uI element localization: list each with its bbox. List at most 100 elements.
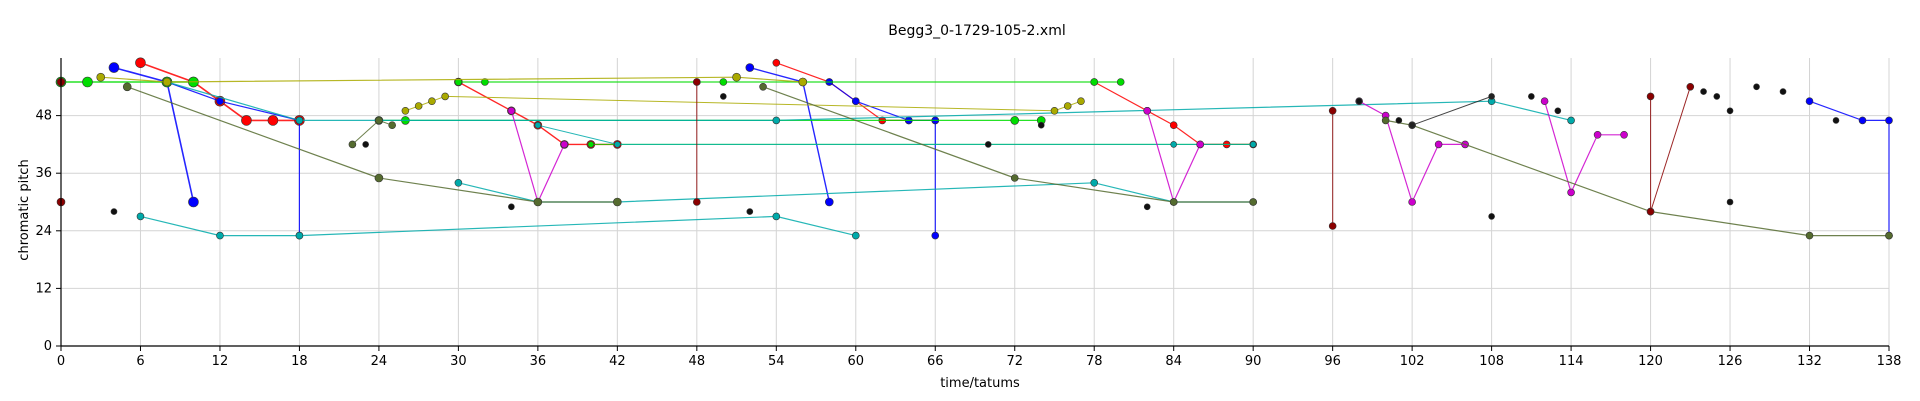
data-point — [851, 231, 860, 240]
data-point — [110, 208, 118, 215]
data-point — [1567, 116, 1575, 125]
series-line — [126, 86, 618, 203]
data-point — [1805, 231, 1814, 240]
data-point — [1196, 140, 1204, 149]
series-group — [454, 78, 1125, 86]
data-point — [401, 107, 410, 115]
x-tick-label: 42 — [609, 354, 626, 369]
x-tick-label: 36 — [530, 354, 547, 369]
x-tick-label: 54 — [768, 354, 785, 369]
data-point — [1408, 198, 1416, 206]
data-point — [1620, 131, 1628, 139]
data-point — [772, 116, 781, 125]
series-line — [1385, 119, 1889, 237]
series-group — [1408, 93, 1495, 129]
data-point — [454, 179, 463, 187]
data-point — [1646, 92, 1655, 101]
data-point — [984, 141, 992, 148]
data-point — [1885, 231, 1893, 240]
data-point — [587, 141, 595, 148]
data-point — [745, 63, 755, 72]
data-point — [759, 83, 767, 91]
x-tick-label: 108 — [1479, 354, 1504, 369]
series-line — [352, 119, 393, 145]
series-group — [136, 212, 860, 240]
x-tick-label: 96 — [1324, 354, 1341, 369]
data-point — [746, 208, 754, 215]
data-point — [1540, 97, 1549, 105]
series-line — [1809, 100, 1890, 236]
data-point — [1593, 131, 1602, 139]
x-tick-label: 90 — [1245, 354, 1262, 369]
data-point — [1554, 107, 1562, 115]
data-point — [136, 212, 145, 221]
data-point — [295, 231, 304, 240]
data-point — [1249, 198, 1257, 206]
data-point — [1050, 107, 1059, 115]
series-group — [110, 83, 1840, 220]
data-point — [375, 116, 383, 125]
x-tick-label: 72 — [1006, 354, 1023, 369]
series-group — [163, 78, 1575, 125]
data-point — [295, 116, 304, 125]
x-tick-label: 6 — [136, 354, 144, 369]
data-point — [693, 78, 701, 86]
series-group — [108, 62, 199, 208]
data-point — [613, 197, 622, 207]
data-point — [560, 140, 569, 149]
data-point — [1567, 188, 1575, 197]
series-group — [693, 78, 701, 206]
series-group — [534, 121, 1257, 148]
x-tick-label: 138 — [1877, 354, 1902, 369]
data-point — [1713, 93, 1721, 100]
series-line — [828, 81, 936, 236]
x-tick-label: 114 — [1559, 354, 1584, 369]
series-group — [96, 72, 808, 87]
data-point — [1885, 116, 1893, 125]
data-point — [1143, 203, 1151, 211]
data-point — [772, 58, 781, 67]
data-point — [1858, 116, 1867, 125]
grid-lines — [60, 58, 1890, 347]
data-point — [1646, 207, 1655, 216]
data-point — [693, 198, 701, 206]
data-point — [1355, 97, 1363, 105]
series-line — [100, 76, 803, 83]
data-point — [454, 78, 463, 86]
data-point — [162, 77, 172, 87]
series-group — [1328, 107, 1337, 230]
series-group — [401, 92, 1085, 115]
data-point — [1077, 97, 1085, 105]
x-tick-label: 126 — [1718, 354, 1743, 369]
series-group — [1540, 97, 1628, 197]
data-point — [1143, 107, 1152, 115]
series-line — [1411, 95, 1492, 126]
data-point — [1169, 121, 1178, 129]
y-tick-label: 0 — [44, 339, 52, 354]
data-point — [772, 212, 781, 221]
x-tick-label: 0 — [57, 354, 65, 369]
data-point — [122, 82, 132, 92]
data-point — [720, 93, 727, 100]
data-point — [1395, 117, 1403, 124]
data-point — [441, 92, 449, 101]
data-point — [481, 78, 489, 86]
data-point — [1753, 83, 1760, 91]
series-group — [745, 63, 834, 207]
x-tick-label: 78 — [1086, 354, 1103, 369]
data-point — [1779, 88, 1787, 95]
y-tick-label: 48 — [35, 109, 52, 124]
data-point — [267, 115, 279, 126]
data-point — [1408, 121, 1416, 129]
chart-title: Begg3_0-1729-105-2.xml — [888, 23, 1065, 39]
data-point — [428, 97, 436, 105]
series-group — [1646, 83, 1695, 216]
data-point — [1434, 140, 1443, 149]
data-point — [1528, 93, 1535, 100]
data-point — [1010, 174, 1019, 182]
data-point — [1805, 97, 1814, 105]
data-point — [1116, 78, 1125, 86]
data-point — [216, 97, 224, 105]
data-point — [216, 231, 224, 240]
